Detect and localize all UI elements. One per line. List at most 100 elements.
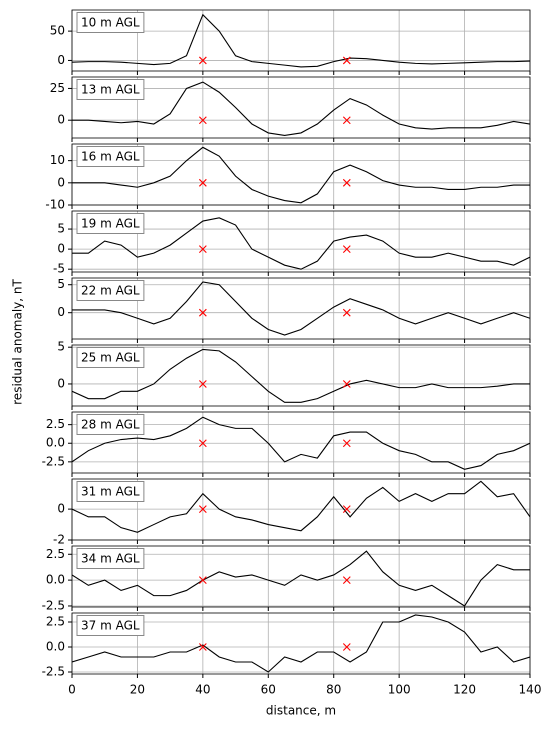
y-tick-label: -5: [53, 262, 65, 276]
y-tick-label: -2.5: [42, 454, 65, 468]
panel-label: 19 m AGL: [81, 217, 140, 231]
marker-x: [198, 439, 207, 448]
panel-label-box: [76, 347, 145, 368]
x-tick-label: 20: [130, 683, 145, 697]
data-line: [72, 81, 530, 137]
panel-label: 13 m AGL: [81, 83, 140, 97]
panel-label-box: [76, 548, 145, 569]
x-tick-label: 140: [519, 683, 542, 697]
marker-x: [342, 576, 351, 585]
panel-label-box: [76, 414, 145, 435]
data-line: [72, 614, 530, 673]
y-tick-label: 10: [50, 153, 65, 167]
marker-x: [342, 178, 351, 187]
y-tick-label: 2.5: [46, 615, 65, 629]
panel-label: 28 m AGL: [81, 418, 140, 432]
y-tick-label: -2.5: [42, 665, 65, 679]
y-tick-label: 50: [50, 24, 65, 38]
axes-frame: [71, 545, 531, 608]
y-tick-label: 0: [57, 113, 65, 127]
y-tick-label: 25: [50, 81, 65, 95]
plot-area: [72, 550, 530, 607]
x-tick-label: 0: [68, 683, 76, 697]
data-line: [72, 217, 530, 270]
y-tick-label: 2.5: [46, 417, 65, 431]
panel-label: 37 m AGL: [81, 619, 140, 633]
data-line: [72, 13, 530, 68]
marker-x: [198, 245, 207, 254]
marker-x: [198, 178, 207, 187]
y-tick-label: -10: [45, 198, 65, 212]
y-tick-label: 0: [57, 305, 65, 319]
x-tick-label: 40: [195, 683, 210, 697]
axes-frame: [71, 612, 531, 675]
data-line: [72, 281, 530, 336]
x-axis-label: distance, m: [266, 704, 336, 718]
y-tick-label: -2.5: [42, 598, 65, 612]
plot-area: [72, 146, 530, 204]
panel-label: 25 m AGL: [81, 351, 140, 365]
plot-area: [72, 416, 530, 470]
marker-x: [198, 643, 207, 651]
y-tick-label: 2.5: [46, 547, 65, 561]
y-tick-label: 0.0: [46, 640, 65, 654]
marker-x: [198, 380, 207, 388]
y-tick-label: 0.0: [46, 573, 65, 587]
plot-area: [72, 217, 530, 270]
axes-frame: [71, 9, 531, 72]
panel-label-box: [76, 213, 145, 234]
y-tick-label: 0: [57, 502, 65, 516]
x-tick-label: 100: [388, 683, 411, 697]
panel-label-box: [76, 146, 145, 167]
y-tick-label: -2: [53, 533, 65, 547]
data-line: [72, 550, 530, 607]
marker-x: [342, 643, 351, 651]
marker-x: [342, 380, 351, 388]
data-line: [72, 416, 530, 470]
axes-frame: [71, 76, 531, 139]
marker-x: [342, 308, 351, 317]
marker-x: [342, 116, 351, 125]
panel-label: 22 m AGL: [81, 284, 140, 298]
axes-frame: [71, 277, 531, 340]
panel-label-box: [76, 12, 145, 33]
marker-x: [342, 505, 351, 514]
marker-x: [342, 56, 351, 65]
panel-label-box: [76, 79, 145, 100]
plot-area: [72, 348, 530, 403]
marker-x: [198, 505, 207, 514]
y-tick-label: 5: [57, 340, 65, 354]
panel-label-box: [76, 615, 145, 636]
y-tick-label: 5: [57, 222, 65, 236]
plot-area: [72, 81, 530, 137]
marker-x: [198, 56, 207, 65]
panel-label: 34 m AGL: [81, 552, 140, 566]
y-tick-label: 0: [57, 242, 65, 256]
data-line: [72, 480, 530, 533]
axes-frame: [71, 344, 531, 407]
marker-x: [342, 439, 351, 448]
y-tick-label: 0.0: [46, 436, 65, 450]
x-tick-label: 60: [261, 683, 276, 697]
marker-x: [342, 245, 351, 254]
y-axis-label: residual anomaly, nT: [11, 278, 25, 404]
axes-frame: [71, 143, 531, 206]
plot-area: [72, 614, 530, 673]
panel-label: 10 m AGL: [81, 16, 140, 30]
panel-label-box: [76, 481, 145, 502]
x-tick-label: 120: [453, 683, 476, 697]
marker-x: [198, 116, 207, 125]
x-tick-label: 80: [326, 683, 341, 697]
plot-area: [72, 13, 530, 68]
axes-frame: [71, 478, 531, 541]
data-line: [72, 146, 530, 204]
y-tick-label: 0: [57, 53, 65, 67]
plot-area: [72, 480, 530, 533]
marker-x: [198, 576, 207, 585]
y-tick-label: 5: [57, 277, 65, 291]
axes-frame: [71, 210, 531, 273]
plot-area: [72, 281, 530, 336]
panel-label: 31 m AGL: [81, 485, 140, 499]
axes-frame: [71, 411, 531, 474]
